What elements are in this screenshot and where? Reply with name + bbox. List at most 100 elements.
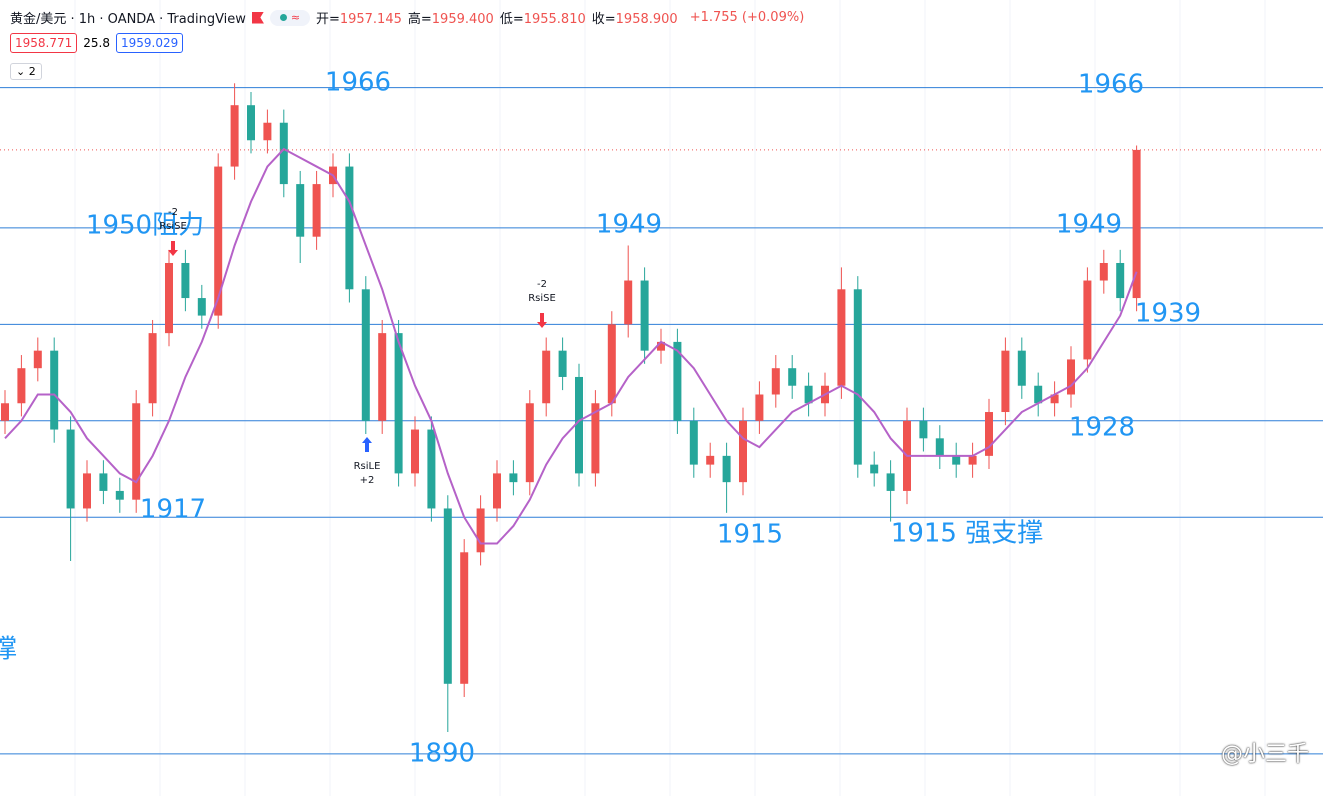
signal-name: RsiSE <box>159 221 187 232</box>
candle-body <box>443 508 452 684</box>
candle-body <box>378 333 387 421</box>
candle-body <box>83 473 91 509</box>
candle-body <box>394 333 403 474</box>
ohlc-value: 1957.145 <box>339 12 402 27</box>
candle-body <box>919 420 928 439</box>
candle-body <box>345 166 354 290</box>
candle-body <box>673 341 682 421</box>
watermark: @小三千 <box>1220 742 1309 767</box>
spread: 25.8 <box>83 36 110 50</box>
status-pill[interactable]: ≈ <box>269 9 310 26</box>
candle-body <box>312 184 321 237</box>
ohlc-label: 收= <box>591 12 616 27</box>
candle-body <box>1 403 9 421</box>
candle-body <box>1050 394 1059 404</box>
candle-body <box>591 403 600 474</box>
bid[interactable]: 1958.771 <box>10 33 78 53</box>
ohlc-value: 1955.810 <box>523 12 586 27</box>
annotation: 1966 <box>325 68 391 98</box>
candle-body <box>99 473 108 491</box>
candle-body <box>1132 149 1141 299</box>
annotation: 1950阻力 <box>86 211 204 241</box>
flag-icon[interactable] <box>251 11 264 24</box>
candle-body <box>1099 262 1108 281</box>
candle-body <box>624 280 633 325</box>
indicator-count: 2 <box>28 65 36 78</box>
candle-body <box>607 324 616 404</box>
candle-body <box>870 464 879 474</box>
candle-body <box>657 341 665 351</box>
candle-body <box>771 368 780 395</box>
ohlc-value: 1958.900 <box>615 12 678 27</box>
candle-body <box>837 289 846 386</box>
candle-body <box>722 455 731 483</box>
candle-body <box>575 376 583 474</box>
candle-body <box>493 473 501 509</box>
candle-body <box>1067 359 1075 395</box>
bid-ask: 1958.771 25.8 1959.029 <box>10 33 184 53</box>
signal-arrow <box>362 437 372 452</box>
annotation: 1917 <box>140 495 206 525</box>
annotation: 1928 <box>1069 413 1135 443</box>
annotation: 1966 <box>1078 70 1144 100</box>
candle-body <box>1083 280 1092 360</box>
candle-body <box>230 105 239 167</box>
ohlc-label: 低= <box>499 12 524 27</box>
candle-body <box>411 429 419 474</box>
candle-body <box>197 298 206 316</box>
candle-body <box>935 438 944 456</box>
candle-body <box>165 262 173 334</box>
candle-body <box>952 455 961 465</box>
candle-body <box>804 385 813 404</box>
candle-body <box>361 289 370 421</box>
indicators-toggle[interactable]: ⌄ 2 <box>10 63 42 80</box>
candle-body <box>640 280 649 351</box>
ohlc: 开=1957.145 高=1959.400 低=1955.810 收=1958.900 <box>316 8 684 27</box>
candle-body <box>706 455 715 465</box>
change: +1.755 (+0.09%) <box>689 10 805 25</box>
candle-body <box>476 508 485 553</box>
candle-body <box>1017 350 1026 386</box>
candle-body <box>132 403 141 500</box>
candle-body <box>115 490 124 500</box>
signal-name: RsiSE <box>528 293 556 304</box>
ask[interactable]: 1959.029 <box>115 33 184 53</box>
candle-body <box>17 368 26 404</box>
candle-body <box>247 105 255 141</box>
candle-body <box>558 350 567 377</box>
annotation: 1915 强支撑 <box>891 519 1043 549</box>
signal-name: RsiLE <box>354 461 381 472</box>
symbol: 黄金/美元 · 1h · OANDA · TradingView <box>10 12 246 27</box>
candle-body <box>1034 385 1043 404</box>
signal-qty: -2 <box>537 279 547 290</box>
candle-body <box>460 552 469 684</box>
candle-body <box>427 429 436 509</box>
candle-body <box>148 333 157 404</box>
candle-body <box>853 289 862 465</box>
ohlc-value: 1959.400 <box>431 12 494 27</box>
annotation: 1890 <box>409 739 475 769</box>
candle-body <box>50 350 59 430</box>
candle-body <box>985 412 993 456</box>
moving-average <box>4 147 1138 545</box>
signal-arrow <box>168 241 178 256</box>
candle-body <box>689 420 698 465</box>
candle-body <box>296 184 305 237</box>
annotation: 1949 <box>596 210 662 240</box>
candle-body <box>886 473 895 491</box>
legend-header: 黄金/美元 · 1h · OANDA · TradingView ≈ 开=195… <box>10 8 804 27</box>
ohlc-label: 开= <box>315 12 340 27</box>
candle-body <box>542 350 551 404</box>
candle-body <box>509 473 518 483</box>
annotation: 1949 <box>1056 210 1122 240</box>
signal-qty: +2 <box>360 475 375 486</box>
signal-qty: -2 <box>168 207 178 218</box>
signal-arrow <box>537 313 547 328</box>
candle-body <box>1001 350 1010 413</box>
candle-body <box>739 420 747 483</box>
candle-body <box>788 368 797 386</box>
candle-body <box>181 262 190 299</box>
ohlc-label: 高= <box>407 12 432 27</box>
annotation: 撑 <box>0 635 17 665</box>
